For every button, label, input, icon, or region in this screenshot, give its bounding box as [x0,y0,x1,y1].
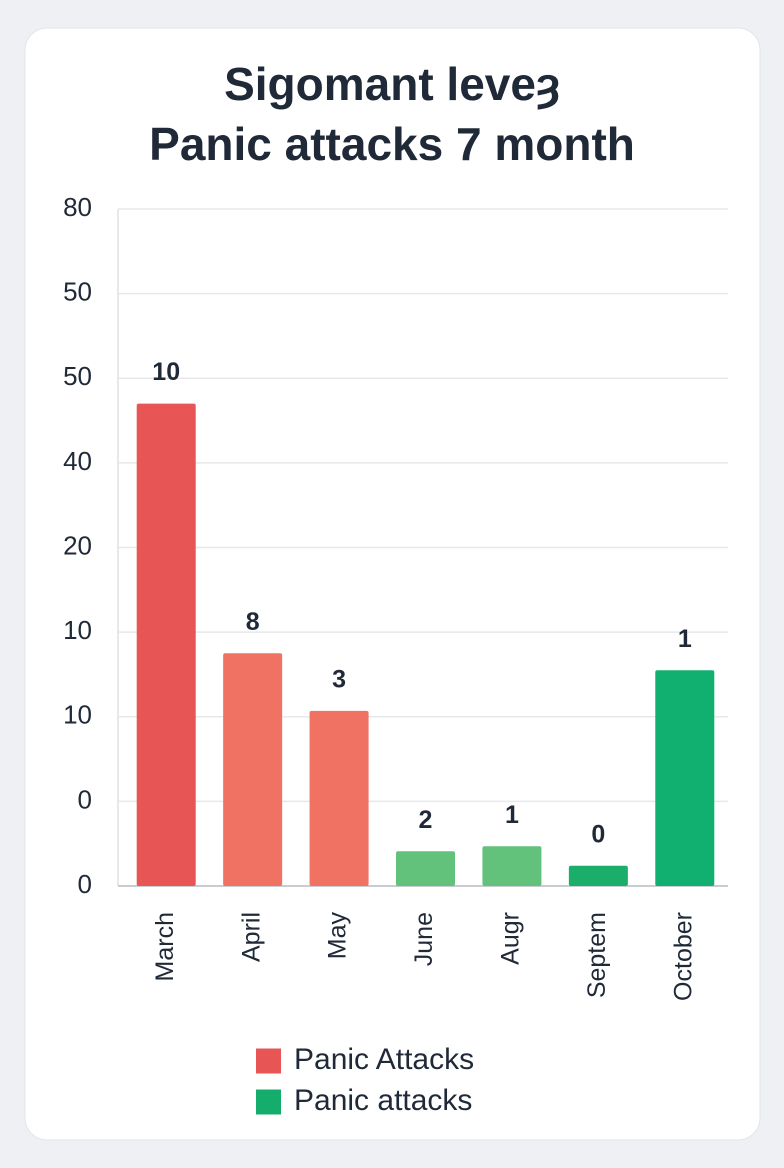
y-tick-label: 10 [63,615,92,645]
y-tick-label: 0 [78,869,92,899]
bar [568,865,628,886]
value-label: 10 [152,358,180,386]
value-label: 3 [332,665,346,693]
x-tick-label: Augr [497,912,525,965]
x-tick-label: Septem [583,912,611,998]
bar [309,710,369,886]
bar [482,846,542,886]
value-label: 0 [591,820,605,848]
legend-label: Panic Attacks [294,1043,474,1076]
value-label: 1 [505,801,519,829]
value-label: 8 [246,608,260,636]
legend-label: Panic attacks [294,1084,472,1117]
x-tick-label: May [324,912,352,960]
x-tick-label: April [237,912,265,962]
y-tick-label: 20 [63,530,92,560]
y-tick-label: 50 [63,277,92,307]
legend-swatch [256,1048,281,1074]
y-tick-label: 40 [63,446,92,476]
value-label: 2 [419,806,433,834]
x-tick-label: March [151,912,179,981]
card [24,27,761,1141]
bar [223,653,283,886]
bar [136,403,196,886]
x-tick-label: October [669,912,697,1001]
x-tick-label: June [410,912,438,966]
y-tick-label: 0 [78,784,92,814]
bar [655,670,715,886]
value-label: 1 [678,625,692,653]
y-tick-label: 10 [63,700,92,730]
chart-title: Panic attacks 7 month [149,118,635,170]
legend-swatch [256,1089,281,1115]
chart-title: Sigomant leveȝ [224,58,560,110]
y-tick-label: 50 [63,361,92,391]
bar [396,851,455,886]
y-tick-label: 80 [63,192,92,222]
